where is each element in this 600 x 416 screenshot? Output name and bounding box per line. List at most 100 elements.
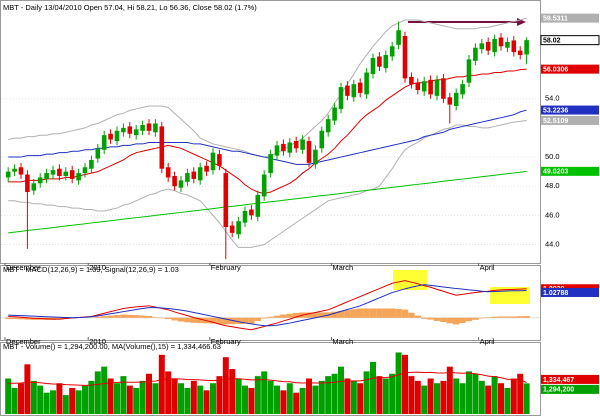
histogram-bar (363, 308, 370, 318)
volume-bar (414, 380, 421, 414)
volume-bar (261, 371, 268, 414)
volume-bar (523, 383, 530, 414)
volume-bar (440, 380, 447, 414)
histogram-bar (331, 311, 338, 318)
histogram-bar (337, 310, 345, 318)
volume-last-label: 1,294,200 (543, 387, 574, 394)
volume-bar (56, 383, 63, 414)
volume-bar (274, 385, 280, 414)
marks: 44.0 46.0 48.0 50.0 54.0 59.5311 52.5109 56.030… (1, 3, 600, 414)
candle-body (351, 84, 357, 98)
volume-bar (357, 383, 364, 414)
last-value-label-bg (541, 64, 599, 74)
histogram-bar (357, 308, 364, 318)
histogram-bar (478, 317, 485, 319)
histogram-bar (241, 317, 249, 324)
histogram-bar (280, 314, 287, 318)
last-value-label-bg (541, 115, 599, 125)
indicator-line (8, 119, 527, 248)
y-tick-label: 46.0 (545, 210, 560, 219)
histogram-bar (184, 317, 191, 323)
volume-bar (299, 387, 306, 414)
histogram-bar (107, 315, 114, 318)
histogram-bar (433, 317, 441, 321)
indicator-line (8, 170, 527, 234)
histogram-bar (197, 317, 204, 324)
y-tick-label: 54.0 (545, 94, 560, 103)
histogram-bar (491, 316, 498, 318)
volume-bar (478, 380, 485, 414)
histogram-bar (465, 317, 473, 322)
volume-bar (242, 385, 248, 414)
candle-body (18, 167, 24, 175)
candle-body (165, 167, 171, 178)
volume-bar (517, 373, 524, 414)
volume-bar (69, 387, 76, 414)
candle-body (415, 82, 421, 90)
candle-body (69, 170, 75, 179)
candle-body (441, 78, 446, 99)
histogram-bar (190, 317, 197, 323)
x-tick-label: December (6, 263, 41, 272)
histogram-bar (267, 316, 274, 318)
histogram-bar (261, 317, 268, 319)
x-tick-label: 2010 (89, 337, 106, 346)
histogram-bar (497, 316, 505, 318)
x-tick-label: April (480, 337, 495, 346)
x-tick-label: February (211, 337, 241, 346)
candle-body (428, 79, 433, 95)
volume-bar (24, 364, 31, 414)
volume-bar (485, 385, 492, 414)
histogram-bar (30, 317, 37, 320)
histogram-bar (286, 313, 293, 318)
highlight-box (393, 270, 427, 290)
histogram-bar (369, 308, 377, 318)
volume-bar (30, 380, 37, 414)
last-value-label: 1,334,467 (543, 377, 574, 384)
volume-bar (370, 361, 376, 414)
candle-body (505, 41, 510, 48)
candle-body (287, 142, 293, 153)
candle-body (101, 135, 107, 150)
histogram-bar (421, 317, 428, 319)
histogram-bar (350, 309, 357, 318)
indicator-line (8, 109, 527, 165)
histogram-bar (11, 317, 18, 320)
candle-body (313, 149, 318, 165)
candle-body (306, 141, 312, 163)
histogram-bar (401, 309, 409, 318)
volume-bar (75, 390, 82, 414)
x-tick-label: March (332, 337, 353, 346)
volume-bar (190, 380, 197, 414)
candle-body (447, 97, 453, 105)
candle-body (31, 183, 37, 191)
price-panel-frame (0, 0, 541, 264)
candle-body (127, 126, 133, 134)
candle-body (114, 130, 120, 142)
candle-body (274, 145, 280, 156)
candle-body (511, 40, 517, 53)
candle-body (473, 47, 478, 61)
last-value-label: 49.0203 (543, 169, 568, 176)
volume-bar (338, 366, 344, 414)
candle-body (217, 154, 222, 166)
close-label-bg (540, 35, 600, 46)
histogram-bar (165, 317, 172, 320)
volume-bar (382, 378, 389, 414)
histogram-bar (113, 315, 121, 318)
volume-bar (312, 385, 319, 414)
histogram-bar (344, 310, 351, 318)
histogram-bar (414, 315, 421, 318)
last-value-label: 59.5311 (543, 15, 568, 22)
volume-bar (50, 390, 56, 414)
candle-body (89, 159, 94, 169)
candle-body (492, 38, 497, 53)
volume-bar (466, 371, 472, 414)
candle-body (12, 168, 17, 172)
volume-bar (306, 378, 312, 414)
volume-bar (402, 354, 408, 414)
indicator-line (8, 68, 527, 195)
